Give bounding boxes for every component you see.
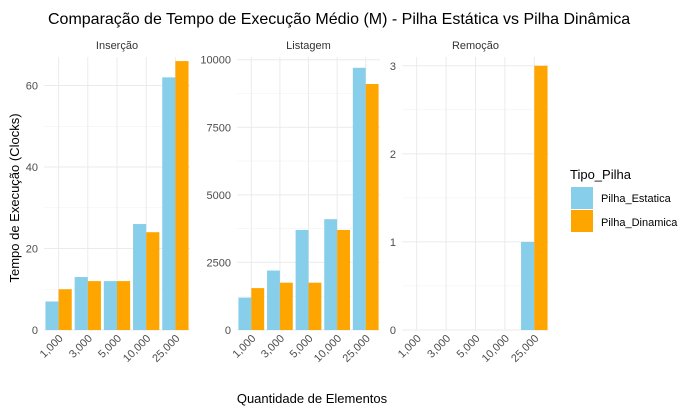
- bar-estatica: [162, 77, 176, 330]
- y-tick-label: 60: [26, 81, 38, 93]
- x-tick-label: 1,000: [230, 333, 258, 361]
- y-tick-label: 10000: [200, 55, 231, 67]
- y-tick-label: 2: [390, 149, 396, 161]
- bar-estatica: [45, 301, 59, 330]
- y-tick-label: 0: [225, 325, 231, 337]
- legend-title: Tipo_Pilha: [570, 167, 632, 182]
- y-tick-label: 1: [390, 237, 396, 249]
- legend-swatch-dinamica: [571, 210, 593, 232]
- legend-label-estatica: Pilha_Estatica: [601, 193, 672, 205]
- y-tick-label: 3: [390, 61, 396, 73]
- x-tick-label: 25,000: [509, 333, 541, 365]
- bar-dinamica: [117, 281, 131, 330]
- bar-dinamica: [365, 84, 379, 331]
- bar-dinamica: [279, 282, 293, 330]
- bar-estatica: [133, 224, 147, 330]
- bar-estatica: [521, 241, 535, 330]
- bar-dinamica: [337, 229, 350, 330]
- x-tick-label: 10,000: [480, 333, 512, 365]
- legend-label-dinamica: Pilha_Dinamica: [601, 217, 678, 229]
- y-tick-label: 5000: [207, 190, 231, 202]
- facet-strip-label: Listagem: [286, 40, 331, 52]
- bar-estatica: [103, 281, 117, 330]
- x-tick-label: 10,000: [121, 333, 153, 365]
- legend: Tipo_Pilha Pilha_Estatica Pilha_Dinamica: [570, 167, 678, 232]
- y-tick-label: 40: [26, 162, 38, 174]
- x-tick-label: 10,000: [312, 333, 344, 365]
- bar-estatica: [295, 229, 309, 330]
- bar-estatica: [267, 270, 280, 330]
- facet-strip-label: Inserção: [96, 40, 138, 52]
- x-tick-label: 3,000: [259, 333, 287, 361]
- y-tick-label: 0: [390, 325, 396, 337]
- y-tick-label: 0: [32, 325, 38, 337]
- y-axis-label: Tempo de Execução (Clocks): [7, 113, 22, 282]
- bar-dinamica: [175, 61, 189, 331]
- x-tick-label: 25,000: [341, 333, 373, 365]
- bar-estatica: [352, 67, 366, 330]
- bar-dinamica: [251, 288, 265, 330]
- chart-title: Comparação de Tempo de Execução Médio (M…: [48, 11, 630, 28]
- x-tick-label: 3,000: [67, 333, 95, 361]
- y-tick-label: 7500: [207, 122, 231, 134]
- y-tick-label: 20: [26, 244, 38, 256]
- bar-estatica: [74, 277, 88, 330]
- bar-estatica: [238, 297, 252, 330]
- bar-dinamica: [534, 65, 548, 330]
- y-tick-label: 2500: [207, 257, 231, 269]
- x-tick-label: 3,000: [425, 333, 453, 361]
- bar-dinamica: [87, 281, 101, 330]
- x-tick-label: 1,000: [396, 333, 424, 361]
- legend-swatch-estatica: [571, 187, 593, 209]
- facet-strip-label: Remoção: [452, 40, 499, 52]
- bar-estatica: [324, 219, 338, 330]
- bar-dinamica: [146, 232, 160, 330]
- x-tick-label: 25,000: [150, 333, 182, 365]
- bar-dinamica: [58, 289, 72, 330]
- bar-dinamica: [308, 282, 322, 330]
- x-axis-label: Quantidade de Elementos: [237, 391, 388, 406]
- x-tick-label: 1,000: [38, 333, 66, 361]
